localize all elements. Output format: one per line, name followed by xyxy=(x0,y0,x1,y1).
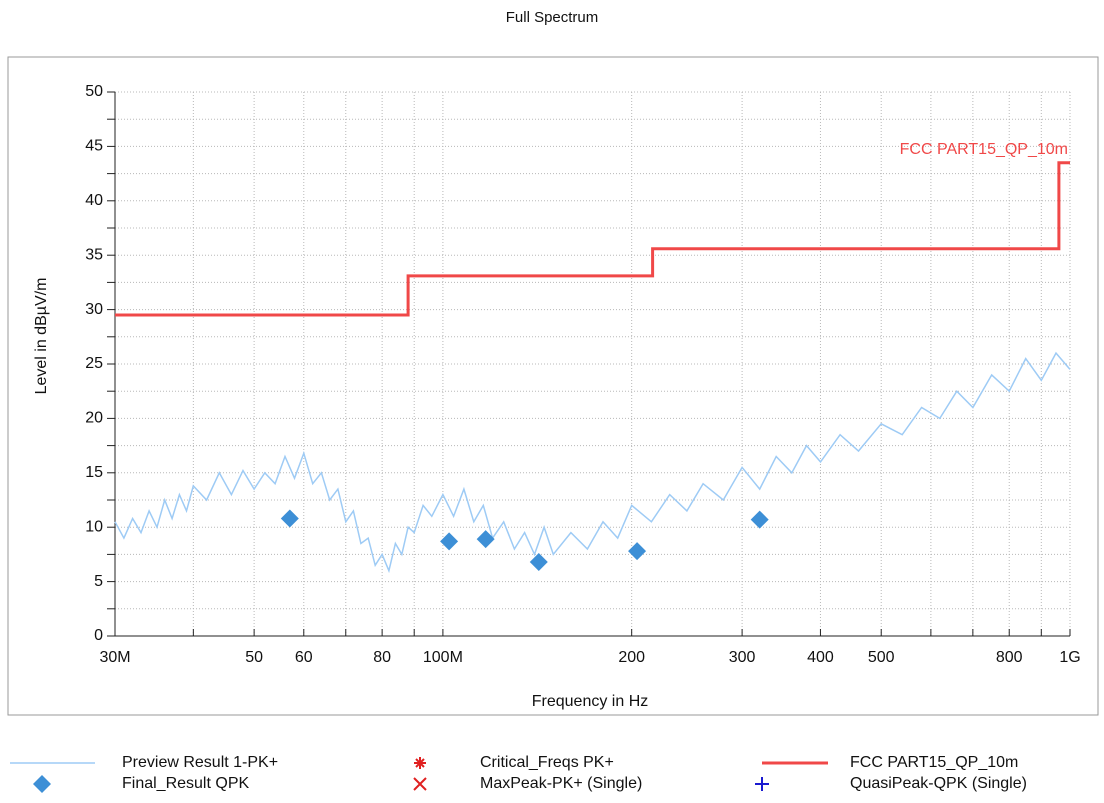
data-point xyxy=(440,532,459,551)
y-tick-label: 35 xyxy=(85,246,103,263)
y-tick-label: 15 xyxy=(85,464,103,481)
data-point xyxy=(529,553,548,572)
legend-label: Final_Result QPK xyxy=(122,775,249,792)
legend-marker xyxy=(755,777,769,791)
y-tick-label: 10 xyxy=(85,518,103,535)
x-tick-label: 300 xyxy=(729,649,756,666)
data-point xyxy=(750,510,769,529)
legend-label: FCC PART15_QP_10m xyxy=(850,754,1018,771)
y-tick-label: 30 xyxy=(85,301,103,318)
chart-title: Full Spectrum xyxy=(506,9,599,26)
legend-marker xyxy=(413,777,427,791)
legend-marker xyxy=(414,757,426,769)
legend-label: Critical_Freqs PK+ xyxy=(480,754,614,771)
x-tick-label: 500 xyxy=(868,649,895,666)
series-line xyxy=(114,351,1071,574)
x-tick-label: 1G xyxy=(1059,649,1080,666)
y-tick-label: 25 xyxy=(85,355,103,372)
x-tick-label: 50 xyxy=(245,649,263,666)
plot-frame xyxy=(7,56,1099,716)
legend-marker xyxy=(33,775,51,793)
x-axis-label: Frequency in Hz xyxy=(532,693,649,710)
x-tick-label: 400 xyxy=(807,649,834,666)
x-tick-label: 30M xyxy=(99,649,130,666)
x-tick-label: 800 xyxy=(996,649,1023,666)
y-tick-label: 40 xyxy=(85,192,103,209)
legend-label: Preview Result 1-PK+ xyxy=(122,754,278,771)
data-point xyxy=(476,530,495,549)
data-point xyxy=(628,542,647,561)
y-axis-label: Level in dBµV/m xyxy=(33,278,50,395)
y-tick-label: 20 xyxy=(85,410,103,427)
limit-label: FCC PART15_QP_10m xyxy=(900,141,1068,158)
legend-label: MaxPeak-PK+ (Single) xyxy=(480,775,642,792)
y-tick-label: 5 xyxy=(94,573,103,590)
series-line xyxy=(115,161,1070,317)
y-tick-label: 45 xyxy=(85,138,103,155)
x-tick-label: 200 xyxy=(618,649,645,666)
x-tick-label: 100M xyxy=(423,649,463,666)
y-tick-label: 0 xyxy=(94,627,103,644)
legend-label: QuasiPeak-QPK (Single) xyxy=(850,775,1027,792)
y-tick-label: 50 xyxy=(85,83,103,100)
data-point xyxy=(280,509,299,528)
x-tick-label: 80 xyxy=(373,649,391,666)
x-tick-label: 60 xyxy=(295,649,313,666)
